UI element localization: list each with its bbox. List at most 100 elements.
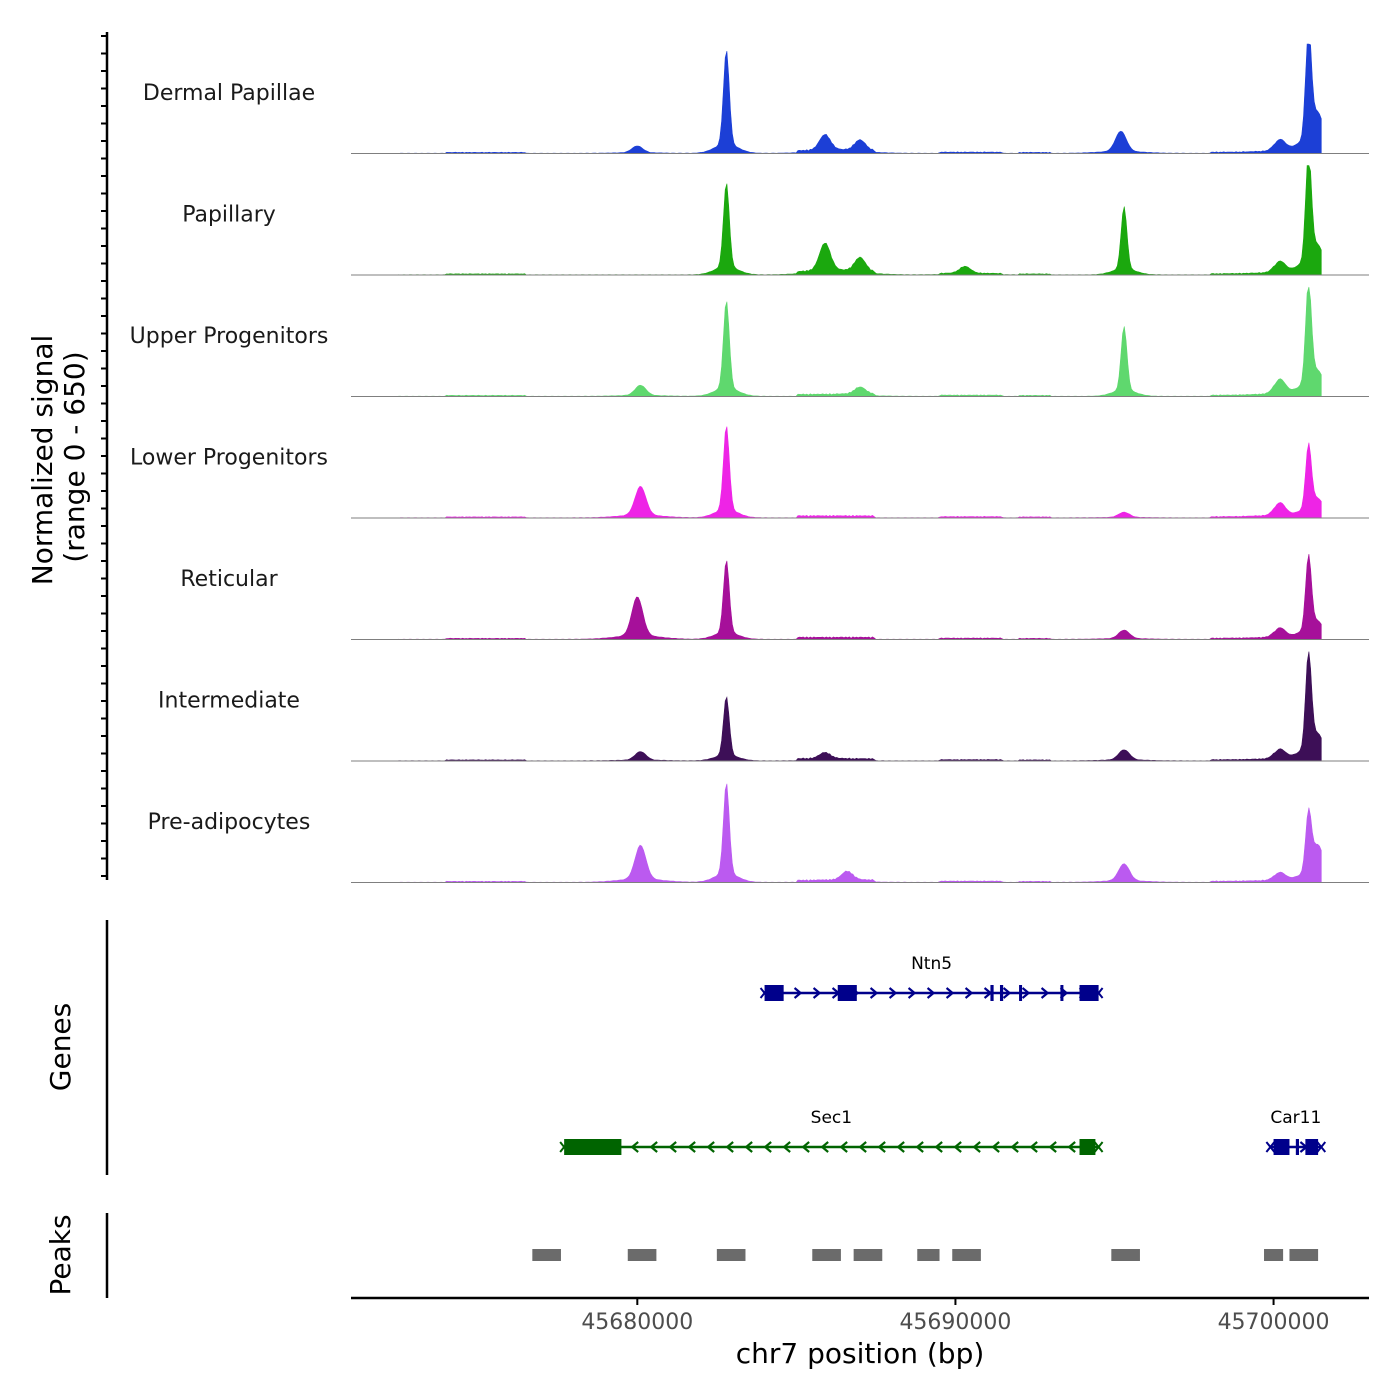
peak-region	[853, 1249, 883, 1261]
track-label-reticular: Reticular	[180, 567, 278, 592]
strand-arrow	[953, 1141, 962, 1153]
peak-region	[1111, 1249, 1140, 1261]
strand-arrow	[877, 1141, 886, 1153]
genes-track-title: Genes	[44, 1003, 77, 1091]
strand-arrow	[972, 1141, 981, 1153]
track-upper-progenitors: Upper Progenitors	[130, 286, 1369, 397]
peak-region	[1264, 1249, 1284, 1261]
strand-arrow	[793, 987, 803, 999]
strand-arrow	[744, 1141, 753, 1153]
y-axis-title-line2: (range 0 - 650)	[58, 351, 91, 562]
track-label-lower-progenitors: Lower Progenitors	[130, 446, 328, 471]
x-tick-label: 45680000	[581, 1310, 693, 1335]
strand-arrow	[915, 1141, 924, 1153]
strand-arrow	[763, 1141, 772, 1153]
peaks-track	[532, 1249, 1319, 1261]
gene-end-marker	[1093, 987, 1104, 999]
gene-label-ntn5: Ntn5	[911, 954, 952, 974]
signal-area-dermal-papillae	[398, 43, 1322, 154]
signal-area-papillary	[398, 165, 1322, 276]
strand-arrow	[907, 987, 917, 999]
track-label-dermal-papillae: Dermal Papillae	[143, 81, 315, 106]
strand-arrow	[839, 1141, 848, 1153]
gene-car11: Car11	[1265, 1108, 1327, 1155]
track-papillary: Papillary	[182, 165, 1369, 276]
peak-region	[917, 1249, 940, 1261]
gene-exon-car11	[1305, 1139, 1319, 1155]
gene-exon-ntn5	[999, 985, 1004, 1001]
track-label-papillary: Papillary	[182, 203, 276, 228]
strand-arrow	[725, 1141, 734, 1153]
gene-end-marker	[559, 1141, 569, 1153]
strand-arrow	[1040, 987, 1050, 999]
gene-exon-ntn5	[1060, 985, 1064, 1001]
strand-arrow	[668, 1141, 677, 1153]
gene-exon-ntn5	[990, 985, 994, 1001]
peak-region	[716, 1249, 746, 1261]
peaks-track-title: Peaks	[44, 1214, 77, 1295]
x-tick-label: 45690000	[899, 1310, 1011, 1335]
signal-area-intermediate	[398, 651, 1322, 762]
track-label-upper-progenitors: Upper Progenitors	[130, 324, 329, 349]
strand-arrow	[991, 1141, 1000, 1153]
strand-arrow	[858, 1141, 867, 1153]
gene-exon-sec1	[1079, 1139, 1096, 1155]
strand-arrow	[649, 1141, 658, 1153]
strand-arrow	[1048, 1141, 1057, 1153]
strand-arrow	[934, 1141, 943, 1153]
track-pre-adipocytes: Pre-adipocytes	[148, 783, 1369, 883]
gene-exon-ntn5	[764, 985, 784, 1001]
gene-end-marker	[759, 987, 770, 999]
gene-ntn5: Ntn5	[759, 954, 1104, 1001]
gene-end-marker	[1093, 1141, 1104, 1153]
gene-exon-ntn5	[1019, 985, 1023, 1001]
track-reticular: Reticular	[180, 553, 1369, 640]
strand-arrow	[630, 1141, 639, 1153]
strand-arrow	[964, 987, 974, 999]
peak-region	[532, 1249, 561, 1261]
track-intermediate: Intermediate	[158, 651, 1369, 762]
gene-label-sec1: Sec1	[811, 1108, 852, 1128]
peak-region	[812, 1249, 841, 1261]
strand-arrow	[1010, 1141, 1019, 1153]
strand-arrow	[888, 987, 898, 999]
coverage-tracks: Dermal Papillae Papillary Upper Progenitor…	[130, 43, 1369, 883]
x-axis-title: chr7 position (bp)	[736, 1337, 985, 1370]
strand-arrow	[1002, 987, 1012, 999]
gene-exon-sec1	[564, 1139, 622, 1155]
gene-exon-car11	[1295, 1139, 1300, 1155]
strand-arrow	[782, 1141, 791, 1153]
strand-arrow	[820, 1141, 829, 1153]
gene-sec1: Sec1	[559, 1108, 1104, 1155]
strand-arrow	[1021, 987, 1031, 999]
genes-track: Ntn5 Sec1 Car11	[559, 954, 1327, 1155]
track-label-intermediate: Intermediate	[158, 689, 300, 714]
strand-arrow	[812, 987, 822, 999]
peak-region	[627, 1249, 657, 1261]
strand-arrow	[926, 987, 936, 999]
track-dermal-papillae: Dermal Papillae	[143, 43, 1369, 154]
gene-exon-car11	[1273, 1139, 1290, 1155]
y-axis-title-line1: Normalized signal	[26, 335, 59, 586]
strand-arrow	[1067, 1141, 1076, 1153]
strand-arrow	[687, 1141, 696, 1153]
gene-end-marker	[1316, 1141, 1327, 1153]
signal-area-pre-adipocytes	[398, 783, 1322, 883]
signal-area-reticular	[398, 553, 1322, 640]
peak-region	[1289, 1249, 1319, 1261]
strand-arrow	[706, 1141, 715, 1153]
strand-arrow	[896, 1141, 905, 1153]
x-axis-ticks: 45680000 45690000 45700000	[581, 1298, 1330, 1335]
peak-region	[952, 1249, 981, 1261]
strand-arrow	[1029, 1141, 1038, 1153]
gene-exon-ntn5	[837, 985, 857, 1001]
strand-arrow	[801, 1141, 810, 1153]
signal-y-axis-ticks	[101, 35, 107, 877]
track-label-pre-adipocytes: Pre-adipocytes	[148, 810, 311, 835]
strand-arrow	[869, 987, 879, 999]
x-tick-label: 45700000	[1218, 1310, 1330, 1335]
strand-arrow	[945, 987, 955, 999]
signal-area-upper-progenitors	[398, 286, 1322, 397]
track-lower-progenitors: Lower Progenitors	[130, 426, 1369, 519]
